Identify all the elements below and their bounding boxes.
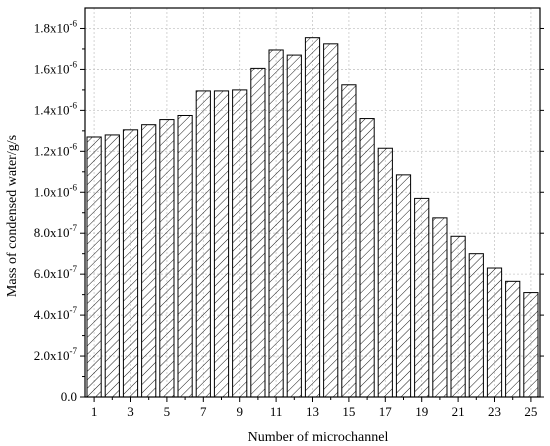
x-tick-label: 9 bbox=[236, 404, 243, 419]
y-tick-exponent: -7 bbox=[70, 223, 78, 233]
bar-microchannel-23 bbox=[486, 267, 503, 398]
x-tick-label: 21 bbox=[452, 404, 465, 419]
x-tick-label: 13 bbox=[306, 404, 319, 419]
bar-microchannel-21 bbox=[450, 235, 466, 398]
bar-microchannel-2 bbox=[104, 134, 120, 398]
y-tick-mantissa: 1.2x10 bbox=[34, 143, 70, 158]
y-tick-mantissa: 6.0x10 bbox=[34, 266, 70, 281]
y-tick-mantissa: 1.0x10 bbox=[34, 184, 70, 199]
x-tick-label: 17 bbox=[379, 404, 393, 419]
bar-microchannel-11 bbox=[268, 49, 284, 398]
bar-microchannel-14 bbox=[323, 43, 339, 398]
bar-microchannel-24 bbox=[505, 280, 521, 398]
y-tick-exponent: -6 bbox=[70, 18, 78, 28]
y-tick-label: 2.0x10-7 bbox=[34, 346, 78, 363]
x-tick-label: 25 bbox=[524, 404, 537, 419]
bar-microchannel-1 bbox=[86, 136, 102, 398]
y-tick-mantissa: 1.4x10 bbox=[34, 102, 70, 117]
y-tick-mantissa: 1.6x10 bbox=[34, 61, 70, 76]
y-tick-label: 4.0x10-7 bbox=[34, 305, 78, 322]
y-tick-label: 8.0x10-7 bbox=[34, 223, 78, 240]
bar-microchannel-6 bbox=[177, 114, 193, 398]
y-axis-title: Mass of condensed water/g/s bbox=[5, 135, 20, 297]
bar-microchannel-4 bbox=[141, 124, 157, 398]
y-tick-label: 1.4x10-6 bbox=[34, 100, 78, 117]
bar-microchannel-7 bbox=[195, 90, 211, 398]
bar-microchannel-17 bbox=[377, 147, 393, 398]
x-tick-label: 3 bbox=[127, 404, 134, 419]
bar-microchannel-20 bbox=[432, 217, 448, 398]
y-tick-exponent: -6 bbox=[70, 100, 78, 110]
bar-microchannel-19 bbox=[414, 197, 430, 398]
bar-microchannel-16 bbox=[359, 118, 375, 398]
bar-microchannel-5 bbox=[159, 119, 175, 398]
x-tick-label: 5 bbox=[164, 404, 171, 419]
y-tick-mantissa: 8.0x10 bbox=[34, 225, 70, 240]
y-tick-exponent: -7 bbox=[70, 305, 78, 315]
y-tick-label: 1.0x10-6 bbox=[34, 182, 78, 199]
y-tick-label: 6.0x10-7 bbox=[34, 264, 78, 281]
y-tick-label: 1.2x10-6 bbox=[34, 141, 78, 158]
y-tick-mantissa: 0.0 bbox=[61, 389, 77, 404]
y-tick-label: 0.0 bbox=[61, 389, 77, 404]
axes bbox=[80, 7, 544, 402]
y-tick-label: 1.8x10-6 bbox=[34, 18, 78, 35]
y-tick-mantissa: 4.0x10 bbox=[34, 307, 70, 322]
x-tick-label: 11 bbox=[270, 404, 283, 419]
y-tick-mantissa: 1.8x10 bbox=[34, 20, 70, 35]
x-tick-label: 23 bbox=[488, 404, 501, 419]
x-tick-label: 19 bbox=[415, 404, 428, 419]
x-axis-title: Number of microchannel bbox=[248, 430, 389, 445]
bar-microchannel-22 bbox=[468, 253, 484, 398]
bar-microchannel-9 bbox=[232, 89, 248, 398]
x-tick-label: 1 bbox=[91, 404, 98, 419]
x-tick-label: 7 bbox=[200, 404, 207, 419]
bar-microchannel-8 bbox=[213, 90, 230, 398]
bar-microchannel-18 bbox=[395, 174, 412, 398]
bar-microchannel-15 bbox=[341, 84, 357, 398]
bar-microchannel-25 bbox=[523, 292, 539, 398]
y-tick-exponent: -6 bbox=[70, 59, 78, 69]
bars bbox=[86, 37, 539, 398]
bar-microchannel-12 bbox=[286, 54, 302, 398]
y-tick-mantissa: 2.0x10 bbox=[34, 348, 70, 363]
bar-microchannel-13 bbox=[304, 37, 321, 398]
y-tick-exponent: -6 bbox=[70, 141, 78, 151]
y-tick-label: 1.6x10-6 bbox=[34, 59, 78, 76]
x-tick-label: 15 bbox=[342, 404, 355, 419]
y-tick-exponent: -7 bbox=[70, 264, 78, 274]
y-tick-exponent: -6 bbox=[70, 182, 78, 192]
y-tick-exponent: -7 bbox=[70, 346, 78, 356]
tick-labels: 0.02.0x10-74.0x10-76.0x10-78.0x10-71.0x1… bbox=[34, 18, 538, 419]
bar-microchannel-10 bbox=[250, 67, 266, 398]
bar-microchannel-3 bbox=[122, 129, 139, 398]
